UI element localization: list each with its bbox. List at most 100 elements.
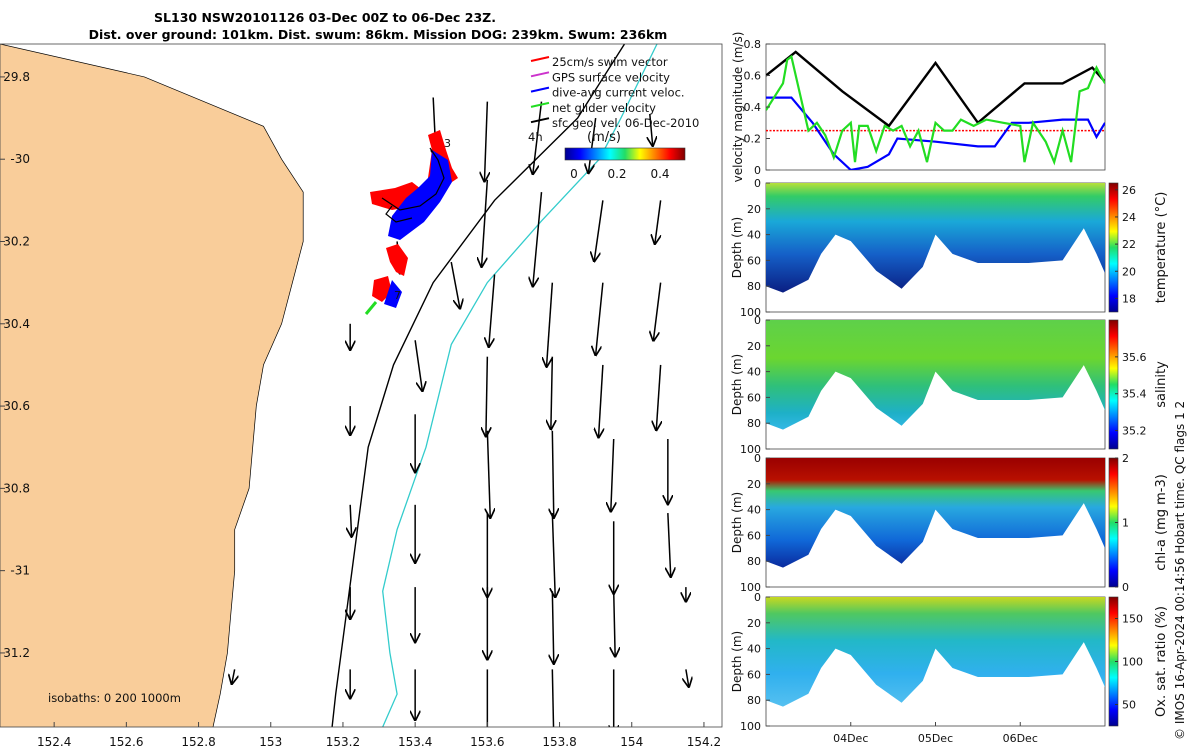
colorbar-tick-label: 150 [1122, 613, 1143, 626]
map-xtick-label: 152.6 [109, 735, 143, 749]
colorbar-tick-label: 24 [1122, 211, 1136, 224]
geo-arrow [487, 430, 490, 518]
section-ytick-label: 60 [747, 668, 761, 681]
map-xtick-label: 152.8 [181, 735, 215, 749]
isobath-200m [331, 44, 626, 727]
geo-arrow [599, 364, 603, 438]
colorbar-tick-label: 35.4 [1122, 388, 1147, 401]
geo-arrow [414, 340, 422, 391]
map-y-axis: 29.8 -30 30.2 30.4 30.6 30.8 -31 31.2 [0, 70, 30, 660]
geo-velocity-arrows [232, 97, 689, 727]
section-data-field [766, 458, 1105, 568]
geo-arrow [232, 669, 235, 684]
series-dive-avg [766, 96, 1105, 170]
time-xtick-label: 04Dec [833, 732, 868, 745]
isobath-legend: isobaths: 0 200 1000m [48, 691, 181, 705]
section-ytick-label: 0 [754, 314, 761, 327]
geo-arrow [686, 669, 689, 686]
map-ytick-label: -31 [10, 564, 30, 578]
legend-4h-label: 4h [528, 130, 543, 144]
geo-arrow [551, 356, 552, 430]
section-ytick-label: 40 [747, 366, 761, 379]
colorbar-tick-0: 0 [570, 167, 578, 181]
land-area [0, 44, 304, 727]
section-ytick-label: 80 [747, 280, 761, 293]
colorbar-tick-label: 26 [1122, 184, 1136, 197]
net-glider-velocity-arrow [364, 301, 378, 315]
salinity-section: 0 20 40 60 80 100 Depth (m) 35.2 35.4 35.6 salinit… [730, 314, 1169, 456]
series-geo-velocity [766, 50, 1105, 128]
section-colorbar-label: Ox. sat. ratio (%) [1154, 606, 1169, 717]
velocity-ytick-label: 0.2 [744, 133, 762, 146]
coastline [0, 44, 304, 727]
section-ylabel: Depth (m) [730, 217, 744, 278]
colorbar-tick-2: 0.4 [650, 167, 669, 181]
section-ytick-label: 40 [747, 504, 761, 517]
section-ytick-label: 100 [740, 720, 761, 733]
geo-arrow [614, 591, 615, 656]
colorbar-tick-label: 20 [1122, 265, 1136, 278]
map-xtick-label: 153.2 [326, 735, 360, 749]
colorbar-units: (m/s) [587, 130, 621, 145]
geo-arrow [594, 200, 604, 261]
geo-arrow [588, 117, 597, 173]
colorbar-tick-label: 35.6 [1122, 351, 1147, 364]
section-colorbar-label: temperature (°C) [1154, 192, 1169, 304]
legend-label: net glider velocity [552, 101, 656, 115]
section-colorbar [1108, 182, 1119, 313]
legend-swatch [530, 101, 550, 108]
title-line-2: Dist. over ground: 101km. Dist. swum: 86… [89, 27, 668, 42]
map-xtick-label: 154.2 [687, 735, 721, 749]
geo-arrow [547, 282, 554, 367]
map-xtick-label: 153.8 [542, 735, 576, 749]
legend-label: sfc geo. vel. 06-Dec-2010 [552, 116, 699, 130]
speed-colorbar [564, 147, 686, 161]
glider-track: 3 7 [364, 130, 458, 315]
colorbar-tick-label: 18 [1122, 292, 1136, 305]
temperature-section: 0 20 40 60 80 100 Depth (m) 18 20 22 24 26 temperatu… [730, 177, 1169, 319]
colorbar-tick-label: 50 [1122, 699, 1136, 712]
legend-label: 25cm/s swim vector [552, 55, 668, 69]
geo-arrow [611, 438, 614, 512]
map-ytick-label: 30.2 [3, 234, 30, 248]
section-ytick-label: 80 [747, 417, 761, 430]
time-xtick-label: 05Dec [918, 732, 953, 745]
chla-section: 0 20 40 60 80 100 Depth (m) 0 1 2 chl-a (mg m-3) [730, 452, 1169, 594]
geo-arrow [551, 669, 555, 727]
map-xtick-label: 153.4 [398, 735, 432, 749]
series-net-glider [766, 54, 1105, 166]
track-label-7: 7 [394, 289, 401, 302]
colorbar-tick-label: 2 [1122, 452, 1129, 465]
velocity-ytick-label: 0.4 [744, 101, 762, 114]
velocity-ytick-label: 0.6 [744, 70, 762, 83]
section-ytick-label: 100 [740, 581, 761, 594]
map-frame [0, 43, 723, 728]
section-data-field [766, 183, 1105, 293]
section-ytick-label: 20 [747, 617, 761, 630]
section-ytick-label: 100 [740, 443, 761, 456]
geo-arrow [668, 513, 671, 577]
geo-arrow [653, 282, 662, 341]
geo-arrow [533, 192, 543, 286]
geo-arrow [484, 101, 487, 182]
map-ytick-label: 30.8 [3, 481, 30, 495]
legend-swatch [530, 117, 550, 124]
time-xtick-label: 06Dec [1003, 732, 1038, 745]
colorbar-tick-label: 35.2 [1122, 425, 1147, 438]
velocity-magnitude-panel: 0 0.2 0.4 0.6 0.8 velocity magnitude (m/s) [731, 32, 1106, 182]
section-colorbar-label: chl-a (mg m-3) [1154, 474, 1169, 571]
geo-arrow [486, 356, 487, 437]
map-xtick-label: 154 [620, 735, 643, 749]
colorbar-tick-label: 0 [1122, 581, 1129, 594]
map-x-axis: 152.4 152.6 152.8 153 153.2 153.4 153.6 153.8 15… [37, 722, 721, 749]
section-ytick-label: 20 [747, 203, 761, 216]
geo-arrow [350, 504, 351, 537]
map-ytick-label: 29.8 [3, 70, 30, 84]
geo-arrow [552, 591, 553, 664]
section-ytick-label: 60 [747, 254, 761, 267]
glider-map: 3 7 152.4 152.6 152.8 153 153.2 153.4 153.6 153… [0, 43, 723, 749]
section-data-field [766, 320, 1105, 430]
section-ytick-label: 40 [747, 229, 761, 242]
